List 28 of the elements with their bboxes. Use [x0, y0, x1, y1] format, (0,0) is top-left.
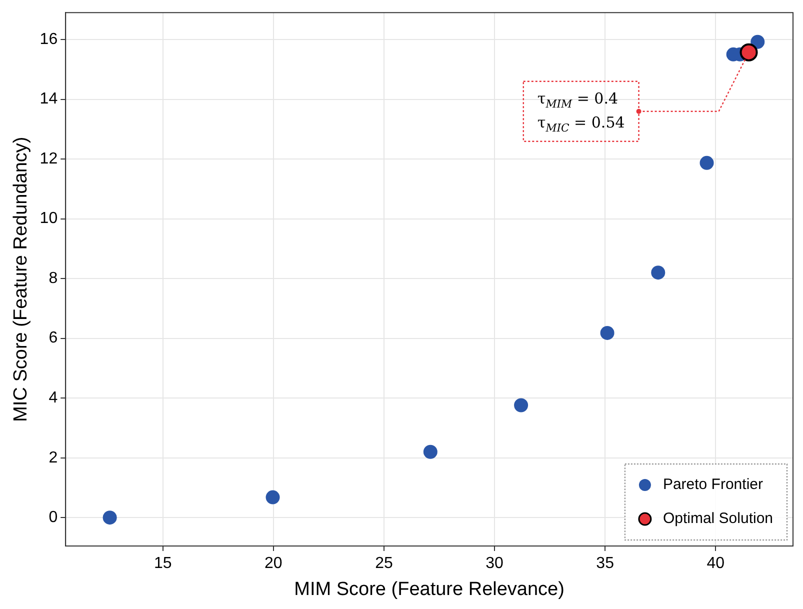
y-axis-title: MIC Score (Feature Redundancy): [10, 136, 32, 422]
y-tick-label: 16: [40, 30, 58, 48]
y-tick-label: 8: [48, 270, 58, 287]
point: [514, 398, 528, 412]
legend-label: Pareto Frontier: [662, 476, 763, 494]
point: [750, 34, 765, 49]
x-axis-title: MIM Score (Feature Relevance): [294, 578, 564, 600]
point: [600, 326, 614, 340]
x-tick-label: 15: [154, 555, 172, 572]
y-tick-label: 10: [40, 210, 58, 228]
y-tick-label: 0: [48, 509, 58, 526]
point: [700, 156, 714, 170]
point: [266, 490, 280, 504]
x-tick-label: 30: [486, 555, 504, 572]
x-tick-label: 35: [596, 555, 614, 572]
x-tick-label: 20: [264, 555, 282, 572]
y-tick-label: 2: [48, 449, 58, 466]
legend-label: Optimal Solution: [662, 510, 774, 528]
point: [651, 266, 666, 280]
point: [740, 43, 758, 62]
y-tick-label: 6: [48, 330, 58, 347]
point: [423, 444, 438, 459]
x-tick-label: 40: [706, 555, 725, 572]
y-tick-label: 4: [48, 389, 58, 406]
point: [102, 510, 117, 525]
y-tick-label: 14: [40, 90, 58, 108]
y-tick-label: 12: [40, 150, 58, 168]
x-tick-label: 25: [375, 555, 393, 572]
